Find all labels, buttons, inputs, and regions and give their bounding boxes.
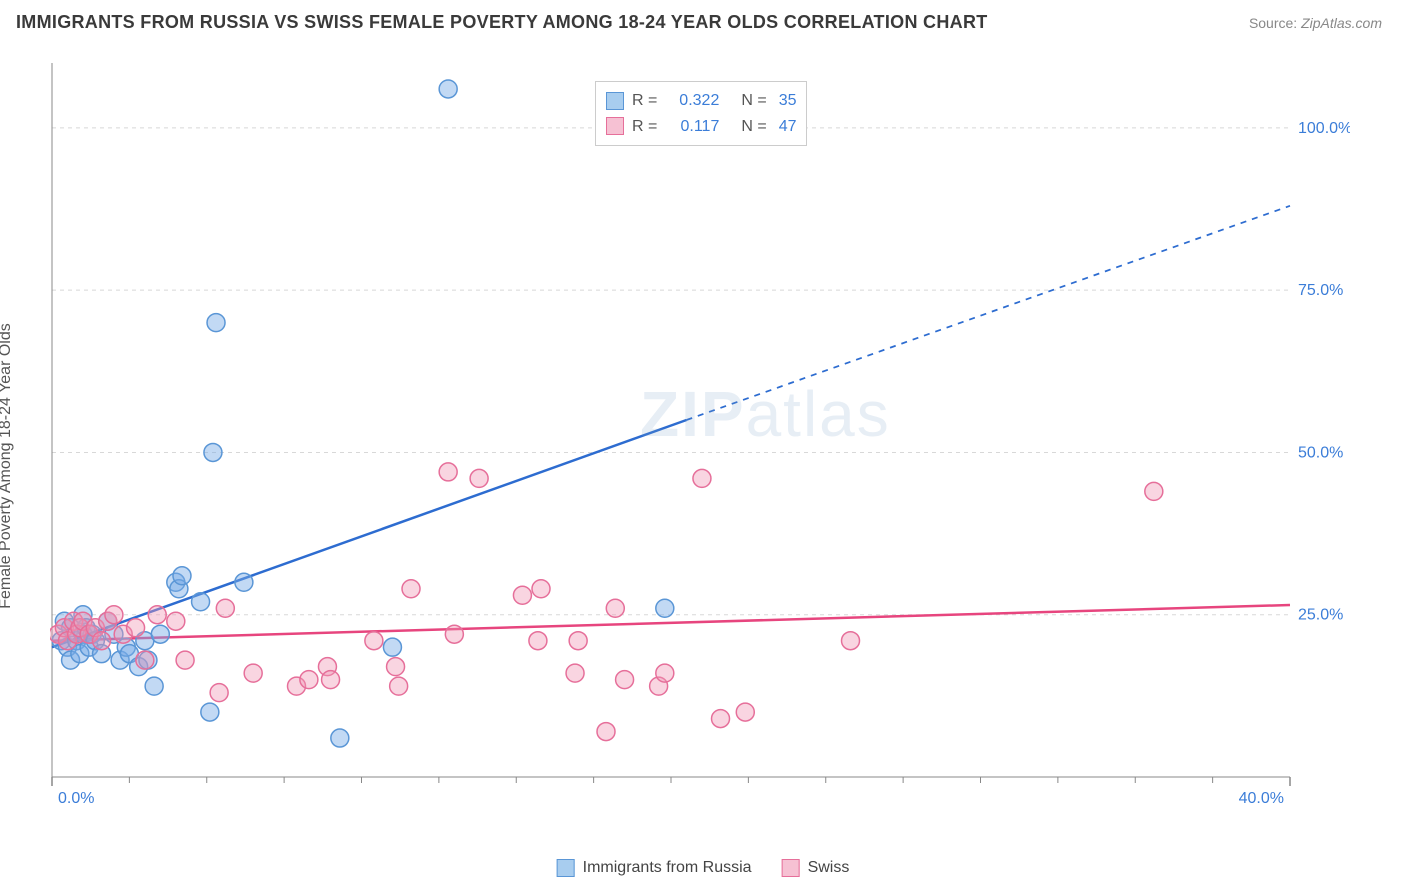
svg-text:25.0%: 25.0% bbox=[1298, 607, 1343, 624]
svg-text:50.0%: 50.0% bbox=[1298, 444, 1343, 461]
legend-n-value: 35 bbox=[779, 88, 797, 114]
series-legend-item: Swiss bbox=[782, 859, 850, 877]
series-legend-label: Swiss bbox=[808, 859, 850, 877]
y-axis-label: Female Poverty Among 18-24 Year Olds bbox=[0, 323, 15, 609]
series-legend: Immigrants from Russia Swiss bbox=[557, 859, 850, 877]
source-attribution: Source: ZipAtlas.com bbox=[1249, 15, 1382, 31]
source-label: Source: bbox=[1249, 15, 1297, 31]
scatter-plot-svg: 25.0% 50.0% 75.0% 100.0% 0.0% 40.0% bbox=[50, 57, 1350, 817]
legend-swatch-icon bbox=[557, 859, 575, 877]
legend-swatch-icon bbox=[606, 117, 624, 135]
legend-n-value: 47 bbox=[779, 114, 797, 140]
chart-header: IMMIGRANTS FROM RUSSIA VS SWISS FEMALE P… bbox=[0, 0, 1406, 37]
chart-title: IMMIGRANTS FROM RUSSIA VS SWISS FEMALE P… bbox=[16, 12, 988, 33]
legend-swatch-icon bbox=[606, 92, 624, 110]
source-value: ZipAtlas.com bbox=[1301, 15, 1382, 31]
legend-r-label: R = bbox=[632, 88, 657, 114]
svg-text:100.0%: 100.0% bbox=[1298, 120, 1350, 137]
svg-text:0.0%: 0.0% bbox=[58, 790, 94, 807]
chart-container: Female Poverty Among 18-24 Year Olds 25.… bbox=[0, 37, 1406, 877]
correlation-legend: R = 0.322 N = 35 R = 0.117 N = 47 bbox=[595, 81, 807, 146]
legend-swatch-icon bbox=[782, 859, 800, 877]
plot-area: 25.0%50.0%75.0%100.0%0.0%40.0% ZIPatlas … bbox=[50, 57, 1350, 817]
legend-r-label: R = bbox=[632, 114, 657, 140]
legend-row: R = 0.117 N = 47 bbox=[606, 114, 796, 140]
legend-n-label: N = bbox=[741, 114, 766, 140]
legend-n-label: N = bbox=[741, 88, 766, 114]
series-legend-label: Immigrants from Russia bbox=[583, 859, 752, 877]
svg-text:40.0%: 40.0% bbox=[1239, 790, 1284, 807]
series-legend-item: Immigrants from Russia bbox=[557, 859, 752, 877]
legend-r-value: 0.322 bbox=[669, 88, 719, 114]
legend-r-value: 0.117 bbox=[669, 114, 719, 140]
legend-row: R = 0.322 N = 35 bbox=[606, 88, 796, 114]
svg-text:75.0%: 75.0% bbox=[1298, 282, 1343, 299]
